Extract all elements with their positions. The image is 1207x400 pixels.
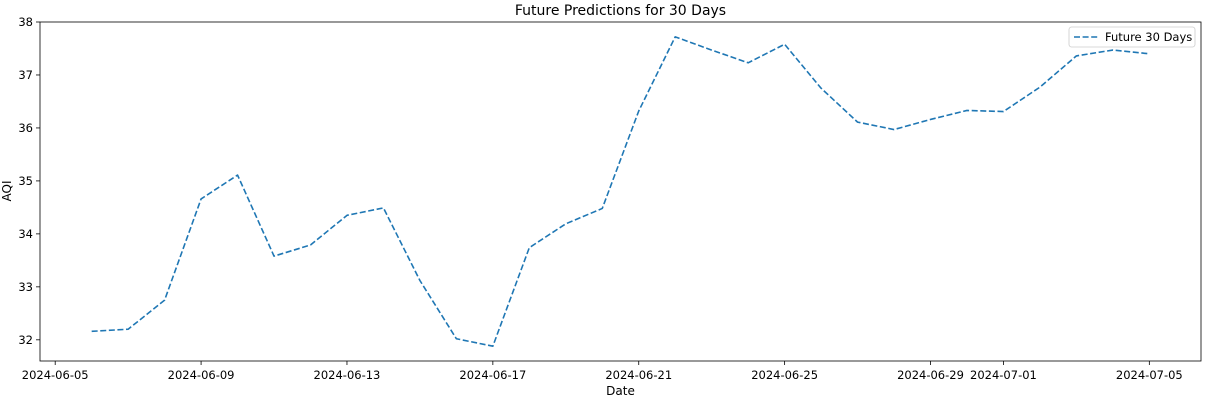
legend-label: Future 30 Days [1105, 30, 1192, 44]
y-tick-label: 32 [18, 333, 33, 347]
series-layer [91, 36, 1150, 347]
y-tick-label: 38 [18, 15, 33, 29]
x-tick-label: 2024-06-17 [459, 368, 526, 382]
y-tick-label: 37 [18, 68, 33, 82]
x-axis: 2024-06-05 2024-06-09 2024-06-13 2024-06-17… [22, 361, 1183, 382]
x-axis-label: Date [606, 384, 635, 398]
y-tick-label: 33 [18, 280, 33, 294]
y-axis: 32 33 34 35 36 37 38 [18, 15, 40, 347]
x-tick-label: 2024-07-05 [1116, 368, 1183, 382]
y-tick-label: 34 [18, 227, 33, 241]
x-tick-label: 2024-06-29 [897, 368, 964, 382]
x-tick-label: 2024-06-25 [751, 368, 818, 382]
y-axis-label: AQI [0, 181, 14, 202]
legend: Future 30 Days [1068, 26, 1196, 48]
x-tick-label: 2024-06-05 [22, 368, 89, 382]
series-line [91, 36, 1150, 347]
plot-area [39, 21, 1202, 362]
legend-box [1068, 26, 1196, 48]
x-tick-label: 2024-06-09 [168, 368, 235, 382]
y-tick-label: 36 [18, 121, 33, 135]
chart-title: Future Predictions for 30 Days [515, 3, 726, 19]
x-tick-label: 2024-06-13 [314, 368, 381, 382]
plot-frame [39, 21, 1202, 362]
y-tick-label: 35 [18, 174, 33, 188]
x-tick-label: 2024-07-01 [970, 368, 1037, 382]
x-tick-label: 2024-06-21 [605, 368, 672, 382]
